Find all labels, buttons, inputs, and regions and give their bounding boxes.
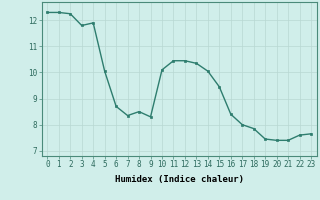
X-axis label: Humidex (Indice chaleur): Humidex (Indice chaleur) xyxy=(115,175,244,184)
